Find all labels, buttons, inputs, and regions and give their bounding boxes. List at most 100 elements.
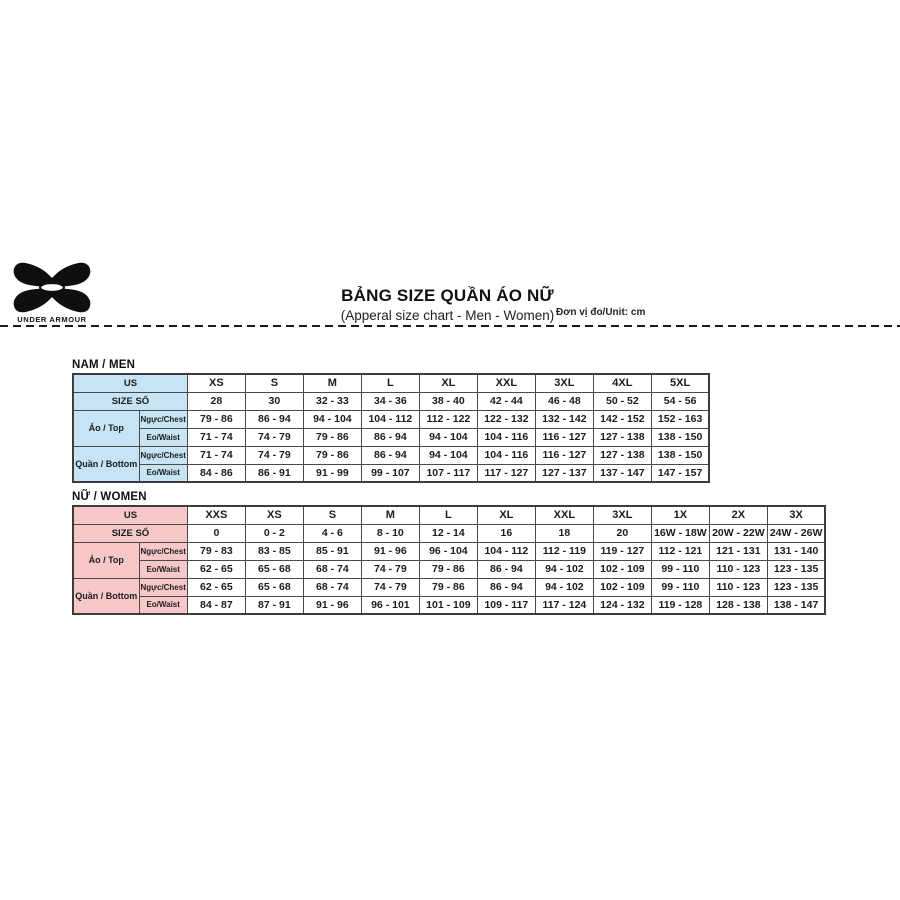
measure-value-cell: 127 - 137	[534, 463, 594, 483]
measure-value-cell: 131 - 140	[766, 541, 826, 561]
measure-label-cell: Eo/Waist	[138, 463, 188, 483]
size-col-header: XS	[244, 505, 304, 525]
size-number-cell: 30	[244, 391, 304, 411]
under-armour-logo	[13, 262, 91, 313]
size-col-header: XS	[186, 373, 246, 393]
measure-value-cell: 132 - 142	[534, 409, 594, 429]
size-number-cell: 54 - 56	[650, 391, 710, 411]
page-title: BẢNG SIZE QUẦN ÁO NỮ	[341, 286, 554, 305]
measure-value-cell: 127 - 138	[592, 445, 652, 465]
measure-value-cell: 68 - 74	[302, 577, 362, 597]
size-number-cell: 8 - 10	[360, 523, 420, 543]
measure-value-cell: 128 - 138	[708, 595, 768, 615]
measure-value-cell: 79 - 86	[418, 559, 478, 579]
measure-value-cell: 71 - 74	[186, 427, 246, 447]
measure-value-cell: 65 - 68	[244, 559, 304, 579]
brand-wordmark: UNDER ARMOUR	[17, 315, 87, 324]
measure-value-cell: 104 - 112	[476, 541, 536, 561]
size-number-cell: 16	[476, 523, 536, 543]
size-number-cell: 16W - 18W	[650, 523, 710, 543]
measure-value-cell: 96 - 104	[418, 541, 478, 561]
measure-label-cell: Eo/Waist	[138, 559, 188, 579]
measure-value-cell: 71 - 74	[186, 445, 246, 465]
group-label-cell: Áo / Top	[72, 541, 140, 579]
size-col-header: 3XL	[592, 505, 652, 525]
size-number-cell: 0	[186, 523, 246, 543]
size-col-header: XXS	[186, 505, 246, 525]
measure-value-cell: 86 - 94	[476, 577, 536, 597]
size-col-header: XL	[476, 505, 536, 525]
measure-value-cell: 74 - 79	[244, 445, 304, 465]
measure-value-cell: 74 - 79	[244, 427, 304, 447]
size-number-cell: 20W - 22W	[708, 523, 768, 543]
measure-value-cell: 107 - 117	[418, 463, 478, 483]
measure-value-cell: 104 - 112	[360, 409, 420, 429]
unit-label: Đơn vị đo/Unit: cm	[556, 307, 646, 318]
measure-value-cell: 138 - 147	[766, 595, 826, 615]
size-col-header: L	[360, 373, 420, 393]
size-col-header: M	[360, 505, 420, 525]
measure-value-cell: 94 - 104	[418, 445, 478, 465]
measure-value-cell: 104 - 116	[476, 445, 536, 465]
measure-label-cell: Ngực/Chest	[138, 577, 188, 597]
size-col-header: M	[302, 373, 362, 393]
measure-value-cell: 116 - 127	[534, 445, 594, 465]
measure-value-cell: 79 - 86	[302, 445, 362, 465]
size-number-cell: 20	[592, 523, 652, 543]
size-col-header: L	[418, 505, 478, 525]
measure-value-cell: 85 - 91	[302, 541, 362, 561]
size-number-cell: 24W - 26W	[766, 523, 826, 543]
brand-block: UNDER ARMOUR	[10, 262, 94, 324]
measure-label-cell: Ngực/Chest	[138, 541, 188, 561]
measure-value-cell: 86 - 94	[360, 445, 420, 465]
us-header-cell: US	[72, 505, 188, 525]
measure-label-cell: Eo/Waist	[138, 595, 188, 615]
size-col-header: 3XL	[534, 373, 594, 393]
measure-value-cell: 62 - 65	[186, 559, 246, 579]
size-number-cell: 32 - 33	[302, 391, 362, 411]
measure-value-cell: 123 - 135	[766, 577, 826, 597]
measure-value-cell: 79 - 83	[186, 541, 246, 561]
measure-value-cell: 121 - 131	[708, 541, 768, 561]
group-label-cell: Quần / Bottom	[72, 577, 140, 615]
measure-value-cell: 104 - 116	[476, 427, 536, 447]
size-number-cell: 42 - 44	[476, 391, 536, 411]
measure-value-cell: 86 - 94	[360, 427, 420, 447]
size-number-cell: 12 - 14	[418, 523, 478, 543]
women-section-title: NỮ / WOMEN	[72, 491, 147, 503]
size-number-cell: 4 - 6	[302, 523, 362, 543]
size-number-header-cell: SIZE SỐ	[72, 523, 188, 543]
group-label-cell: Quần / Bottom	[72, 445, 140, 483]
measure-label-cell: Ngực/Chest	[138, 409, 188, 429]
us-header-cell: US	[72, 373, 188, 393]
measure-value-cell: 91 - 96	[302, 595, 362, 615]
measure-value-cell: 102 - 109	[592, 559, 652, 579]
measure-value-cell: 65 - 68	[244, 577, 304, 597]
size-col-header: 4XL	[592, 373, 652, 393]
size-col-header: XXL	[476, 373, 536, 393]
measure-value-cell: 102 - 109	[592, 577, 652, 597]
size-number-cell: 18	[534, 523, 594, 543]
size-col-header: 3X	[766, 505, 826, 525]
page-subtitle: (Apperal size chart - Men - Women)	[340, 308, 555, 323]
measure-value-cell: 96 - 101	[360, 595, 420, 615]
measure-value-cell: 79 - 86	[418, 577, 478, 597]
measure-value-cell: 117 - 124	[534, 595, 594, 615]
measure-value-cell: 79 - 86	[186, 409, 246, 429]
measure-value-cell: 91 - 99	[302, 463, 362, 483]
size-col-header: S	[302, 505, 362, 525]
measure-value-cell: 74 - 79	[360, 559, 420, 579]
measure-value-cell: 86 - 94	[244, 409, 304, 429]
size-number-cell: 38 - 40	[418, 391, 478, 411]
measure-value-cell: 99 - 110	[650, 559, 710, 579]
measure-value-cell: 99 - 107	[360, 463, 420, 483]
measure-value-cell: 86 - 94	[476, 559, 536, 579]
size-col-header: S	[244, 373, 304, 393]
size-number-cell: 34 - 36	[360, 391, 420, 411]
measure-value-cell: 112 - 122	[418, 409, 478, 429]
measure-value-cell: 112 - 119	[534, 541, 594, 561]
measure-value-cell: 122 - 132	[476, 409, 536, 429]
measure-value-cell: 62 - 65	[186, 577, 246, 597]
size-col-header: 1X	[650, 505, 710, 525]
